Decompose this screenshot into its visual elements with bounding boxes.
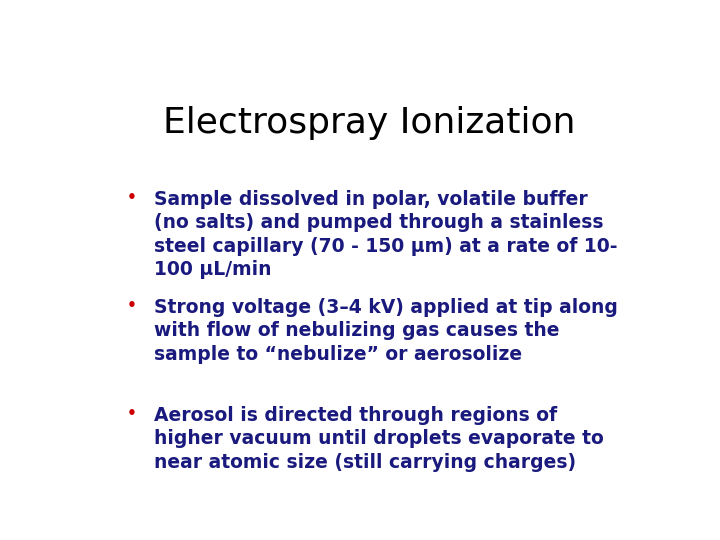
Text: •: • bbox=[127, 190, 137, 205]
Text: •: • bbox=[127, 406, 137, 421]
Text: Strong voltage (3–4 kV) applied at tip along
with flow of nebulizing gas causes : Strong voltage (3–4 kV) applied at tip a… bbox=[154, 298, 618, 363]
Text: Electrospray Ionization: Electrospray Ionization bbox=[163, 106, 575, 140]
Text: Aerosol is directed through regions of
higher vacuum until droplets evaporate to: Aerosol is directed through regions of h… bbox=[154, 406, 604, 472]
Text: •: • bbox=[127, 298, 137, 313]
Text: Sample dissolved in polar, volatile buffer
(no salts) and pumped through a stain: Sample dissolved in polar, volatile buff… bbox=[154, 190, 618, 279]
